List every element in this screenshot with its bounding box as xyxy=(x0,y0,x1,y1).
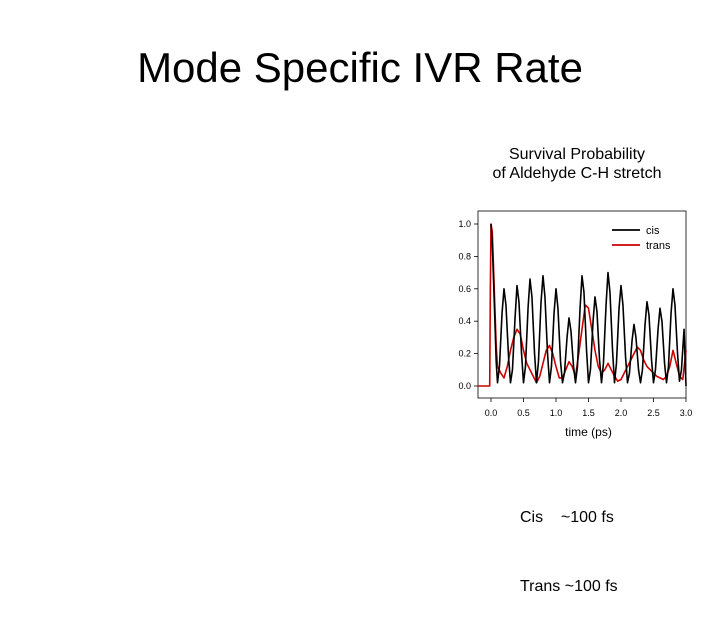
chart-caption-line2: of Aldehyde C-H stretch xyxy=(492,165,662,182)
x-tick-label: 1.0 xyxy=(550,408,563,418)
x-tick-label: 0.5 xyxy=(517,408,530,418)
legend-label-cis: cis xyxy=(646,225,660,237)
survival-probability-chart: 0.0 0.2 0.4 0.6 0.8 1.0 0.0 0.5 1.0 1.5 2.0 2.5 3.0 t… xyxy=(458,210,693,439)
plot-frame xyxy=(477,210,687,399)
result-cis: Cis ~100 fs xyxy=(520,509,614,526)
y-tick-label: 1.0 xyxy=(458,219,471,229)
x-axis-label: time (ps) xyxy=(565,425,612,439)
series-line-cis xyxy=(490,223,687,387)
x-tick-label: 2.0 xyxy=(615,408,628,418)
slide-title-text: Mode Specific IVR Rate xyxy=(137,44,583,91)
result-trans: Trans ~100 fs xyxy=(520,578,618,595)
x-tick-label: 1.5 xyxy=(582,408,595,418)
x-tick-label: 0.0 xyxy=(485,408,498,418)
series-line-trans xyxy=(478,223,687,387)
y-tick-label: 0.6 xyxy=(458,284,471,294)
chart-caption-line1: Survival Probability xyxy=(508,146,646,163)
x-tick-label: 2.5 xyxy=(647,408,660,418)
legend-label-trans: trans xyxy=(646,240,671,252)
y-tick-label: 0.4 xyxy=(458,316,471,326)
chart-caption: Survival Probability of Aldehyde C-H str… xyxy=(452,145,702,183)
x-tick-label: 3.0 xyxy=(680,408,693,418)
y-tick-label: 0.0 xyxy=(458,381,471,391)
y-tick-label: 0.2 xyxy=(458,349,471,359)
y-tick-label: 0.8 xyxy=(458,251,471,261)
slide-title: Mode Specific IVR Rate xyxy=(0,42,720,94)
results-block: Cis ~100 fs Trans ~100 fs xyxy=(520,460,618,621)
